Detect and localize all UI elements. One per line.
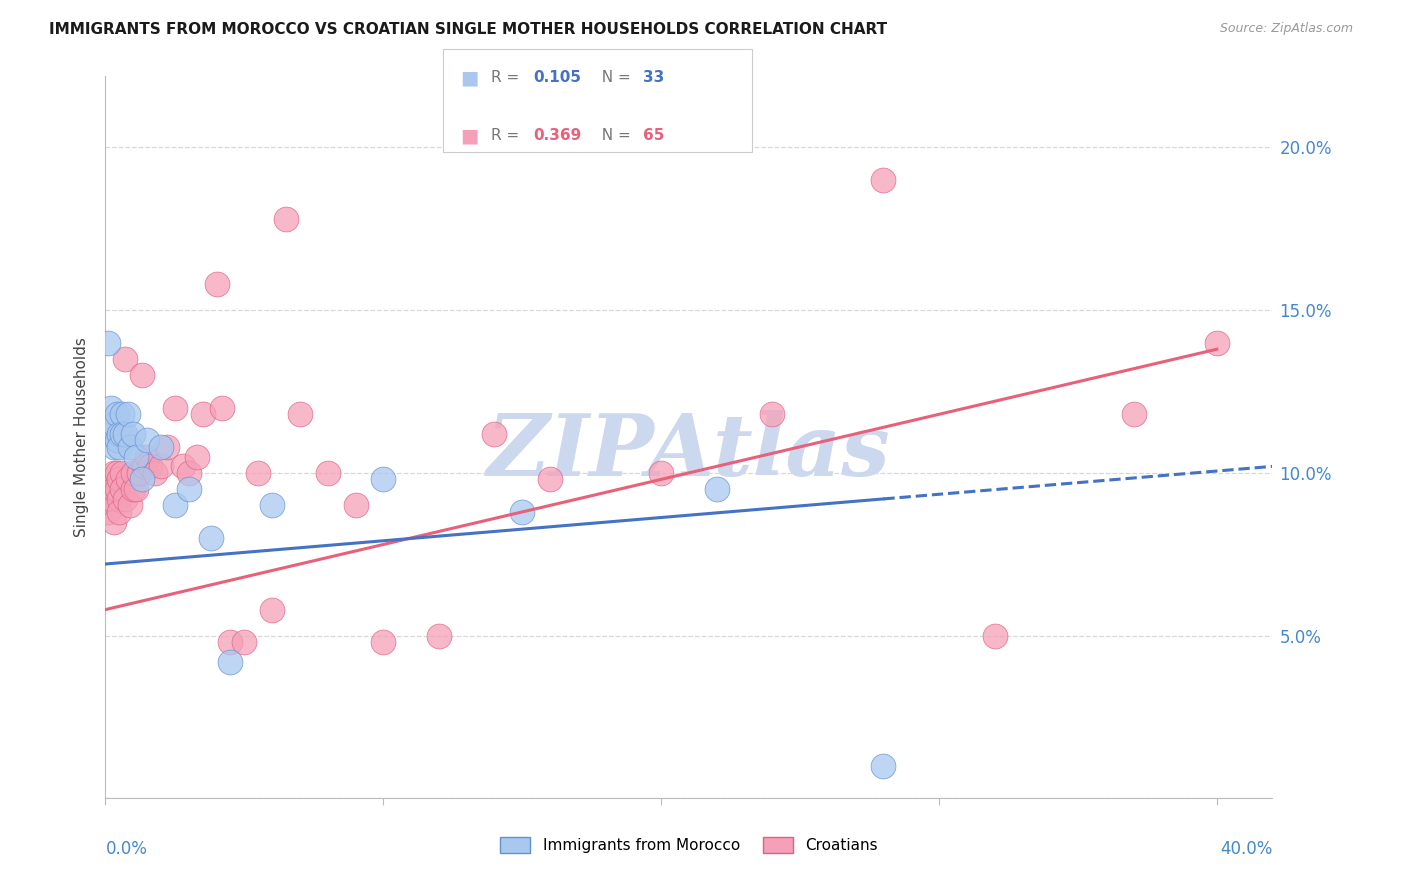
Point bbox=[105, 482, 128, 496]
Point bbox=[510, 505, 533, 519]
Point bbox=[105, 434, 128, 448]
Point bbox=[128, 466, 150, 480]
Point bbox=[274, 212, 297, 227]
Point bbox=[103, 515, 125, 529]
Point bbox=[111, 426, 134, 441]
Point bbox=[114, 491, 136, 506]
Point bbox=[122, 466, 145, 480]
Point bbox=[100, 401, 122, 415]
Point bbox=[262, 602, 284, 616]
Point bbox=[177, 482, 200, 496]
Point bbox=[427, 629, 450, 643]
Point bbox=[706, 482, 728, 496]
Text: ZIPAtlas: ZIPAtlas bbox=[486, 409, 891, 493]
Point bbox=[872, 173, 894, 187]
Point bbox=[373, 472, 395, 486]
Point bbox=[108, 505, 131, 519]
Point bbox=[316, 466, 339, 480]
Point bbox=[145, 466, 167, 480]
Point bbox=[150, 459, 173, 474]
Point bbox=[761, 407, 783, 421]
Text: 0.105: 0.105 bbox=[533, 70, 581, 85]
Point bbox=[484, 426, 506, 441]
Text: 33: 33 bbox=[643, 70, 664, 85]
Text: R =: R = bbox=[491, 128, 524, 143]
Point bbox=[97, 491, 120, 506]
Point bbox=[100, 491, 122, 506]
Point bbox=[344, 499, 367, 513]
Point bbox=[111, 407, 134, 421]
Point bbox=[538, 472, 561, 486]
Point bbox=[105, 466, 128, 480]
Point bbox=[139, 459, 162, 474]
Point bbox=[1205, 335, 1227, 350]
Text: ■: ■ bbox=[460, 68, 478, 87]
Point bbox=[108, 440, 131, 454]
Point bbox=[233, 635, 256, 649]
Point bbox=[219, 655, 242, 669]
Point bbox=[373, 635, 395, 649]
Point bbox=[177, 466, 200, 480]
Point bbox=[150, 440, 173, 454]
Point bbox=[983, 629, 1005, 643]
Point bbox=[163, 499, 186, 513]
Point bbox=[120, 440, 142, 454]
Point bbox=[108, 491, 131, 506]
Point bbox=[262, 499, 284, 513]
Text: IMMIGRANTS FROM MOROCCO VS CROATIAN SINGLE MOTHER HOUSEHOLDS CORRELATION CHART: IMMIGRANTS FROM MOROCCO VS CROATIAN SING… bbox=[49, 22, 887, 37]
Point bbox=[163, 401, 186, 415]
Text: Source: ZipAtlas.com: Source: ZipAtlas.com bbox=[1219, 22, 1353, 36]
Point bbox=[117, 472, 139, 486]
Point bbox=[200, 531, 222, 545]
Text: N =: N = bbox=[592, 128, 636, 143]
Point bbox=[122, 426, 145, 441]
Point bbox=[111, 482, 134, 496]
Point bbox=[103, 417, 125, 431]
Point bbox=[125, 450, 148, 464]
Point bbox=[105, 407, 128, 421]
Point bbox=[120, 499, 142, 513]
Point bbox=[650, 466, 672, 480]
Point bbox=[111, 466, 134, 480]
Point bbox=[219, 635, 242, 649]
Point bbox=[100, 426, 122, 441]
Text: 0.0%: 0.0% bbox=[105, 840, 148, 858]
Text: 40.0%: 40.0% bbox=[1220, 840, 1272, 858]
Point bbox=[191, 407, 214, 421]
Point bbox=[125, 482, 148, 496]
Point bbox=[136, 434, 159, 448]
Point bbox=[131, 368, 153, 383]
Point bbox=[114, 351, 136, 366]
Point bbox=[131, 472, 153, 486]
Point bbox=[155, 440, 177, 454]
Point bbox=[247, 466, 270, 480]
Text: ■: ■ bbox=[460, 126, 478, 145]
Point bbox=[103, 482, 125, 496]
Point bbox=[136, 450, 159, 464]
Point bbox=[172, 459, 194, 474]
Text: N =: N = bbox=[592, 70, 636, 85]
Point bbox=[100, 472, 122, 486]
Point bbox=[872, 759, 894, 773]
Text: 0.369: 0.369 bbox=[533, 128, 581, 143]
Point bbox=[108, 472, 131, 486]
Point bbox=[122, 482, 145, 496]
Point bbox=[211, 401, 233, 415]
Point bbox=[108, 426, 131, 441]
Point bbox=[103, 440, 125, 454]
Point bbox=[103, 466, 125, 480]
Point bbox=[97, 505, 120, 519]
Point bbox=[117, 407, 139, 421]
Legend: Immigrants from Morocco, Croatians: Immigrants from Morocco, Croatians bbox=[494, 831, 884, 859]
Y-axis label: Single Mother Households: Single Mother Households bbox=[75, 337, 90, 537]
Point bbox=[97, 335, 120, 350]
Point bbox=[114, 426, 136, 441]
Point bbox=[134, 459, 156, 474]
Text: R =: R = bbox=[491, 70, 524, 85]
Text: 65: 65 bbox=[643, 128, 664, 143]
Point bbox=[186, 450, 208, 464]
Point bbox=[288, 407, 311, 421]
Point bbox=[205, 277, 228, 292]
Point bbox=[1122, 407, 1144, 421]
